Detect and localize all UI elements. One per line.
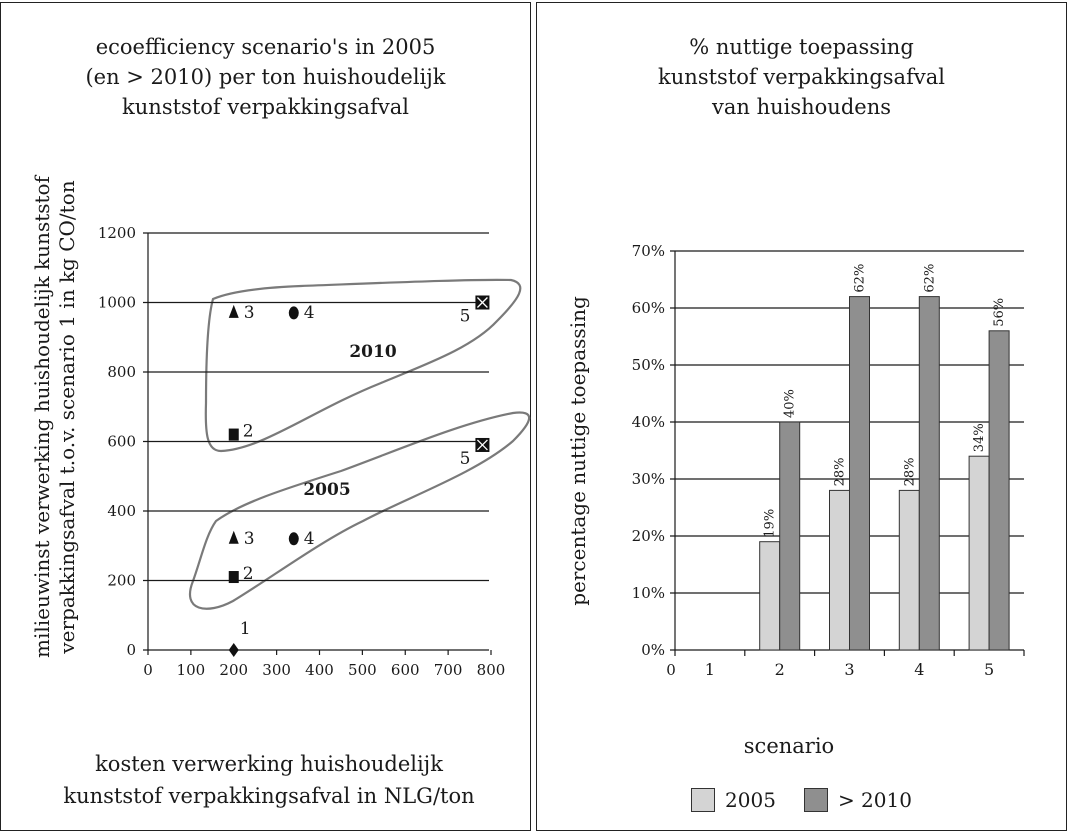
legend-label-2010: > 2010 <box>837 788 912 812</box>
bar-value-label: 40% <box>783 389 798 418</box>
scatter-chart-title-line-3: kunststof verpakkingsafval <box>122 95 409 119</box>
scatter-point-label: 2 <box>243 564 254 584</box>
bar-x-category-label: 1 <box>705 660 715 679</box>
bar-2005-scenario-3 <box>829 489 850 651</box>
scatter-region-2005-outline <box>188 411 531 610</box>
x-square-marker-cross <box>476 439 488 451</box>
scatter-chart-panel: ecoefficiency scenario's in 2005 (en > 2… <box>0 2 531 831</box>
bar-value-label: 62% <box>853 264 868 293</box>
scatter-point-label: 4 <box>304 303 315 323</box>
scatter-y-tick-label: 800 <box>107 363 136 381</box>
scatter-y-tick-label: 1200 <box>98 224 136 242</box>
bar-y-axis-label: percentage nuttige toepassing <box>566 296 590 606</box>
scatter-x-tick-label: 800 <box>477 661 506 679</box>
scatter-region-2010-outline <box>204 278 522 453</box>
bar-chart-title-line-3: van huishoudens <box>712 95 891 119</box>
scatter-x-tick-label: 100 <box>177 661 206 679</box>
scatter-point-label: 3 <box>244 529 255 549</box>
legend-label-2005: 2005 <box>725 788 776 812</box>
scatter-x-axis-label-line-1: kosten verwerking huishoudelijk <box>95 752 443 776</box>
scatter-y-tick-label: 400 <box>107 502 136 520</box>
scatter-x-tick-label: 300 <box>262 661 291 679</box>
scatter-region-label-2005: 2005 <box>303 480 350 500</box>
bar-value-label: 56% <box>992 298 1007 327</box>
scatter-x-tick-label: 600 <box>391 661 420 679</box>
scatter-point-label: 5 <box>460 307 471 327</box>
bar-2010-scenario-5 <box>988 330 1010 651</box>
scatter-point-2005-scenario-2 <box>228 571 239 584</box>
bar-y-tick-label: 0% <box>641 641 665 659</box>
bar-y-tick-label: 60% <box>632 299 665 317</box>
bar-value-label: 34% <box>972 423 987 452</box>
scatter-y-tick-label: 200 <box>107 572 136 590</box>
scatter-point-2010-scenario-5 <box>475 295 490 310</box>
bar-2005-scenario-5 <box>968 455 990 651</box>
bar-chart-title-line-2: kunststof verpakkingsafval <box>658 65 945 89</box>
bar-y-tick-label: 30% <box>632 470 665 488</box>
scatter-y-tick-label: 0 <box>126 641 136 659</box>
scatter-point-label: 5 <box>460 449 471 469</box>
scatter-x-axis-label-line-2: kunststof verpakkingsafval in NLG/ton <box>63 784 474 808</box>
scatter-point-2005-scenario-1 <box>228 643 239 657</box>
bar-2010-scenario-2 <box>779 421 801 651</box>
x-square-marker-cross <box>476 297 488 308</box>
bar-2005-scenario-2 <box>759 541 781 651</box>
scatter-plot: milieuwinst verwerking huishoudelijk kun… <box>30 174 531 808</box>
scatter-y-tick-label: 600 <box>107 433 136 451</box>
bar-value-label: 19% <box>763 509 778 538</box>
scatter-y-axis-label-line-2: verpakkingsafval t.o.v. scenario 1 in kg… <box>55 180 79 654</box>
bar-x-category-label: 2 <box>775 660 785 679</box>
legend-swatch-2010 <box>803 788 828 812</box>
bar-y-tick-label: 20% <box>632 527 665 545</box>
scatter-x-tick-label: 200 <box>219 661 248 679</box>
scatter-x-tick-label: 700 <box>434 661 463 679</box>
bar-2005-scenario-4 <box>898 489 920 651</box>
bar-plot: percentage nuttige toepassing scenario 0… <box>566 242 1025 758</box>
bar-y-tick-label: 40% <box>632 413 665 431</box>
scatter-point-label: 4 <box>304 529 315 549</box>
bar-value-label: 28% <box>833 457 848 486</box>
scatter-point-2005-scenario-5 <box>475 437 490 452</box>
scatter-point-2010-scenario-4 <box>288 306 299 320</box>
scatter-x-tick-label: 0 <box>143 661 153 679</box>
bar-value-label: 28% <box>902 457 917 486</box>
bar-x-origin-label: 0 <box>666 661 676 679</box>
scatter-chart-title-line-2: (en > 2010) per ton huishoudelijk <box>85 65 446 89</box>
bar-chart-legend: 2005 > 2010 <box>537 788 1066 812</box>
bar-2010-scenario-4 <box>918 296 940 651</box>
bar-value-label: 62% <box>922 264 937 293</box>
bar-y-tick-label: 50% <box>632 356 665 374</box>
bar-x-category-label: 4 <box>914 660 924 679</box>
bar-y-tick-label: 70% <box>632 242 665 260</box>
scatter-x-tick-label: 500 <box>348 661 377 679</box>
scatter-region-label-2010: 2010 <box>349 342 396 362</box>
legend-item-2005: 2005 <box>691 788 776 812</box>
scatter-x-tick-label: 400 <box>305 661 334 679</box>
scatter-point-2010-scenario-2 <box>228 428 239 441</box>
bar-y-tick-label: 10% <box>632 584 665 602</box>
bar-chart-title-line-1: % nuttige toepassing <box>689 35 914 59</box>
legend-item-2010: > 2010 <box>803 788 912 812</box>
legend-swatch-2005 <box>691 788 716 812</box>
scatter-point-2010-scenario-3 <box>228 304 239 318</box>
bar-2010-scenario-3 <box>849 296 870 651</box>
scatter-point-label: 3 <box>244 303 255 323</box>
scatter-point-label: 1 <box>240 619 251 639</box>
scatter-point-2005-scenario-4 <box>288 532 299 546</box>
scatter-point-label: 2 <box>243 422 254 442</box>
scatter-point-2005-scenario-3 <box>228 530 239 544</box>
scatter-chart-title-line-1: ecoefficiency scenario's in 2005 <box>95 35 436 59</box>
bar-x-category-label: 5 <box>984 660 994 679</box>
bar-x-category-label: 3 <box>844 660 854 679</box>
bar-x-axis-label: scenario <box>744 734 834 758</box>
scatter-y-axis-label-line-1: milieuwinst verwerking huishoudelijk kun… <box>30 174 54 658</box>
scatter-y-tick-label: 1000 <box>98 294 136 312</box>
bar-chart-panel: % nuttige toepassing kunststof verpakkin… <box>536 2 1067 831</box>
